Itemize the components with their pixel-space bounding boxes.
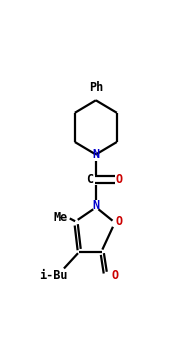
- Text: N: N: [92, 199, 99, 212]
- Text: O: O: [112, 269, 119, 282]
- Text: N: N: [92, 148, 99, 161]
- Text: C: C: [86, 173, 93, 186]
- Text: Me: Me: [53, 210, 68, 223]
- Text: Ph: Ph: [89, 81, 103, 94]
- Text: i-Bu: i-Bu: [39, 269, 67, 282]
- Text: O: O: [115, 215, 123, 228]
- Text: O: O: [115, 173, 123, 186]
